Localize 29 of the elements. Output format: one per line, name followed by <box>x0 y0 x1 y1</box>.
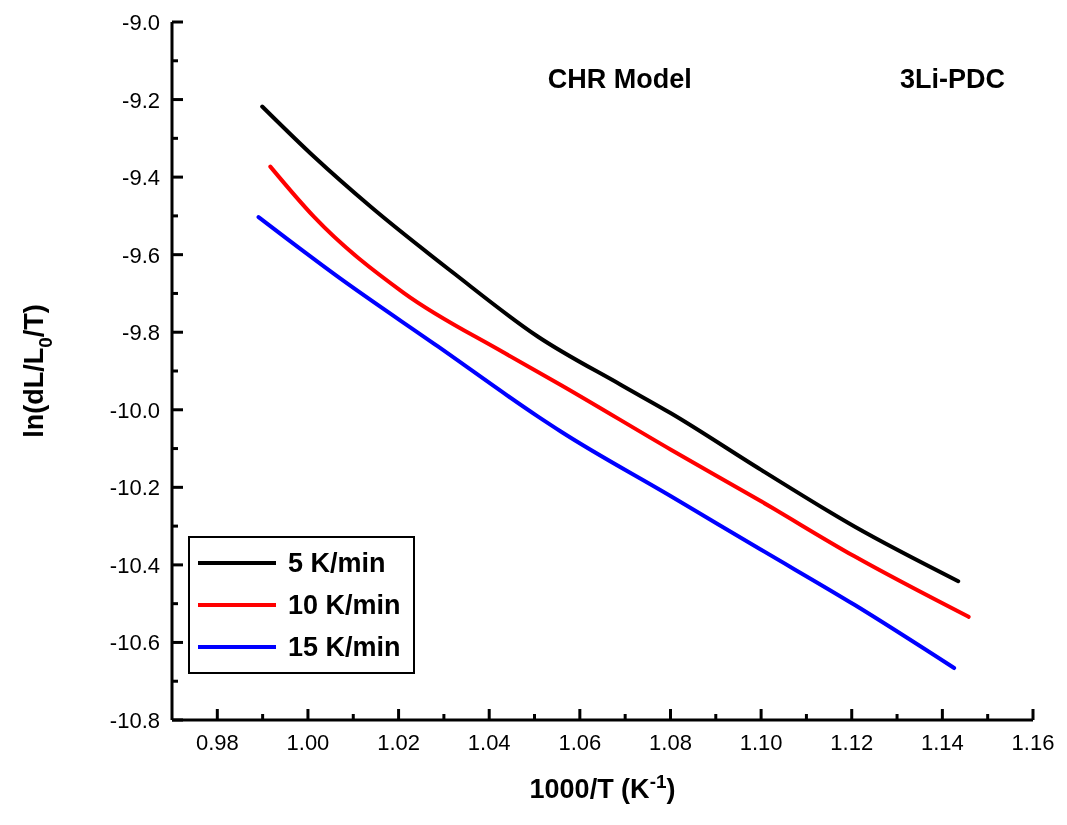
text: -10.0 <box>109 397 160 423</box>
text: 1.00 <box>286 730 330 755</box>
x-tick-label: 1.14 <box>920 730 964 755</box>
x-tick-label: 1.08 <box>649 730 692 755</box>
x-tick-label: 1.16 <box>1011 730 1055 755</box>
y-tick-label: -9.8 <box>122 320 160 346</box>
y-tick-label: -9.2 <box>122 87 160 113</box>
x-axis-title: 1000/T (K$^{-1}$) <box>529 770 676 804</box>
text: 1.10 <box>739 730 783 755</box>
line-series <box>260 104 961 584</box>
y-tick-label: -9.6 <box>122 242 160 268</box>
legend-label: 15 K/min <box>288 631 401 663</box>
y-tick-label: -10.2 <box>109 475 160 501</box>
y-tick-label: -9.4 <box>122 165 160 191</box>
legend-label: 10 K/min <box>288 589 401 621</box>
line-series <box>268 164 971 619</box>
x-tick-label: 0.98 <box>195 730 239 755</box>
legend-label: 5 K/min <box>288 547 386 579</box>
y-tick-label: -10.8 <box>109 708 160 733</box>
x-tick-label: 1.04 <box>467 730 511 755</box>
annotation: CHR Model <box>547 64 692 95</box>
x-tick-label: 1.12 <box>830 730 874 755</box>
x-tick-label: 1.02 <box>377 730 420 755</box>
y-tick-label: -10.6 <box>109 630 160 656</box>
y-tick-label: -10.4 <box>109 552 160 578</box>
x-tick-label: 1.06 <box>558 730 602 755</box>
line-series <box>256 215 957 671</box>
annotation: 3Li-PDC <box>899 64 1005 95</box>
text: -9.0 <box>122 10 160 35</box>
